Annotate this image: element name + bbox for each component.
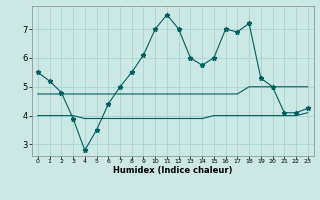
X-axis label: Humidex (Indice chaleur): Humidex (Indice chaleur) (113, 166, 233, 175)
